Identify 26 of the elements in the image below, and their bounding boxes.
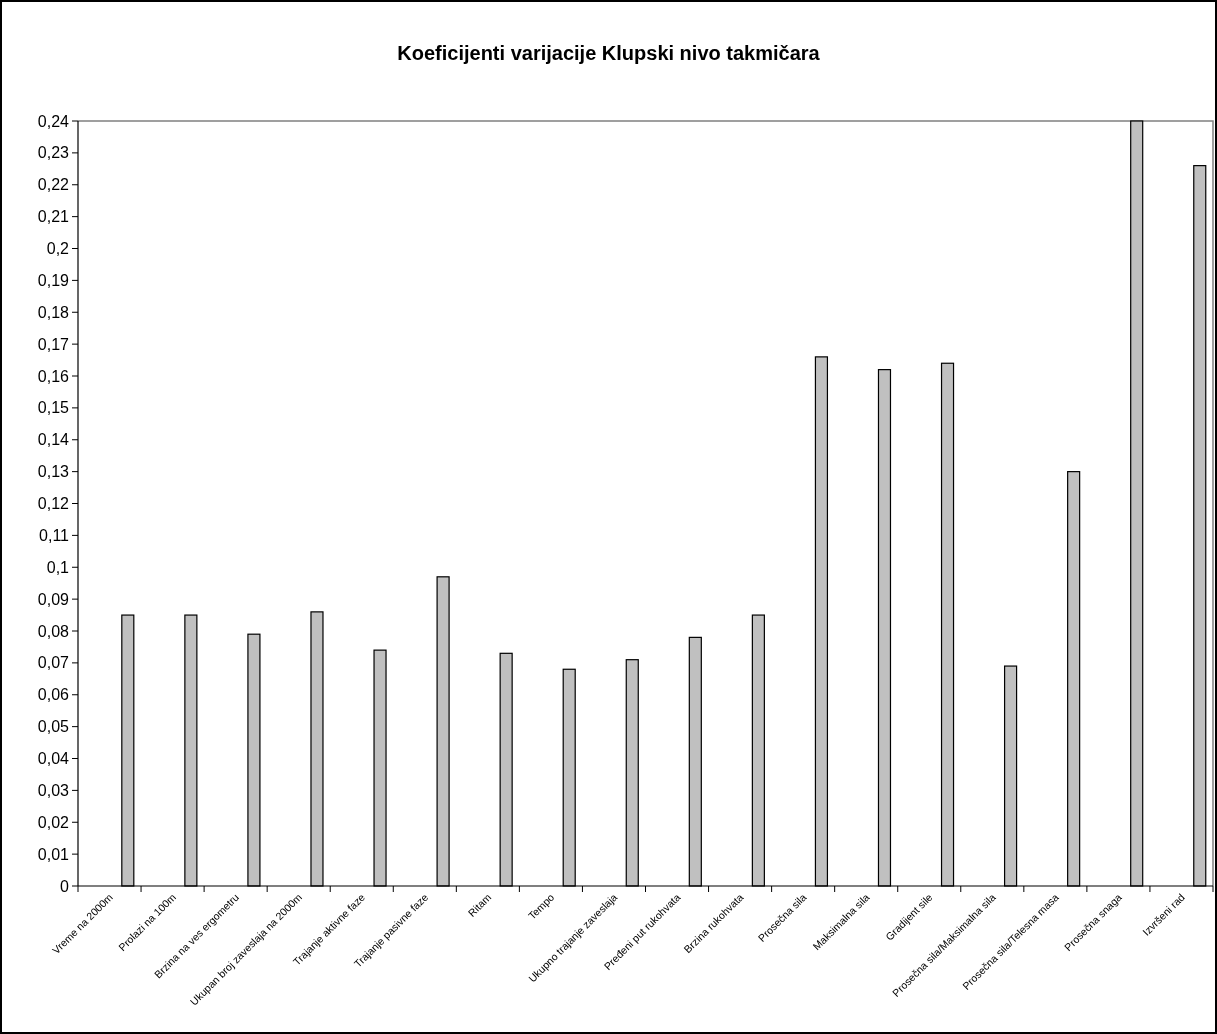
y-tick-label: 0,05 — [37, 718, 70, 736]
y-tick-label: 0,06 — [37, 686, 70, 704]
y-tick-label: 0,12 — [37, 495, 70, 513]
y-tick-label: 0,13 — [37, 463, 70, 481]
y-tick-label: 0 — [60, 877, 70, 895]
y-tick-label: 0,15 — [37, 399, 70, 417]
chart-title: Koeficijenti varijacije Klupski nivo takmičara — [397, 42, 821, 64]
y-tick-label: 0,24 — [37, 112, 70, 130]
y-tick-label: 0,16 — [37, 367, 70, 385]
y-tick-label: 0,11 — [39, 526, 70, 544]
y-tick-label: 0,09 — [37, 590, 70, 608]
y-tick-label: 0,1 — [46, 558, 70, 576]
y-tick-label: 0,2 — [46, 240, 70, 258]
y-tick-label: 0,23 — [37, 144, 70, 162]
y-tick-label: 0,02 — [37, 813, 70, 831]
y-tick-label: 0,17 — [37, 335, 70, 353]
y-tick-label: 0,03 — [37, 781, 70, 799]
y-tick-label: 0,08 — [37, 622, 70, 640]
y-tick-label: 0,01 — [37, 845, 70, 863]
y-tick-label: 0,14 — [37, 431, 70, 449]
y-tick-label: 0,18 — [37, 303, 70, 321]
y-tick-label: 0,04 — [37, 750, 70, 768]
y-tick-label: 0,22 — [37, 176, 70, 194]
y-tick-label: 0,21 — [37, 208, 70, 226]
y-tick-label: 0,19 — [37, 271, 70, 289]
y-tick-label: 0,07 — [37, 654, 70, 672]
